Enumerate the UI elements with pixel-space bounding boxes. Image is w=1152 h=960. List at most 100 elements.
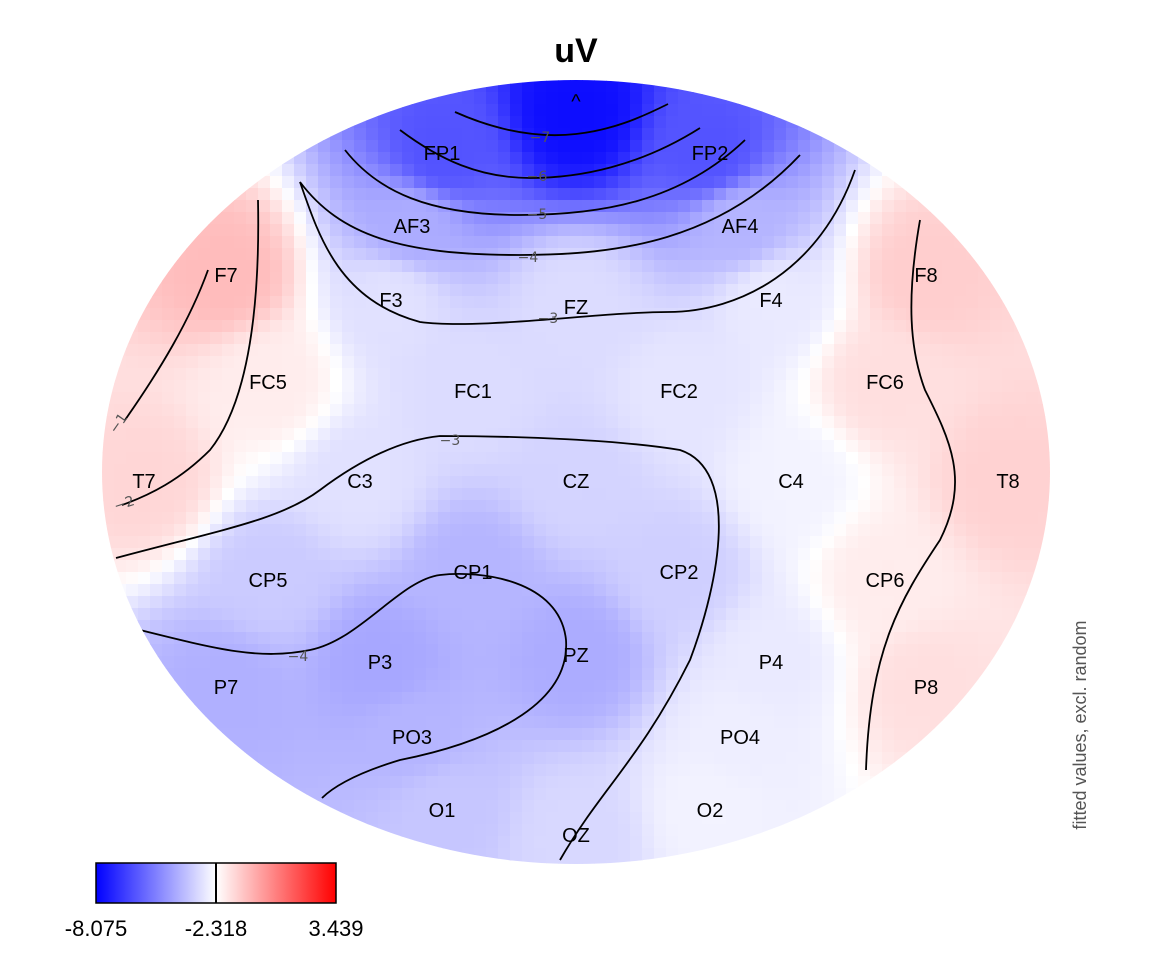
field-cell: [174, 200, 187, 213]
field-cell: [846, 104, 859, 117]
field-cell: [114, 560, 127, 573]
field-cell: [846, 428, 859, 441]
field-cell: [558, 428, 571, 441]
field-cell: [774, 572, 787, 585]
field-cell: [174, 596, 187, 609]
field-cell: [186, 260, 199, 273]
field-cell: [546, 392, 559, 405]
field-cell: [510, 284, 523, 297]
field-cell: [954, 560, 967, 573]
field-cell: [906, 416, 919, 429]
field-cell: [726, 668, 739, 681]
field-cell: [534, 536, 547, 549]
field-cell: [534, 332, 547, 345]
field-cell: [114, 164, 127, 177]
field-cell: [390, 284, 403, 297]
field-cell: [834, 596, 847, 609]
field-cell: [990, 380, 1003, 393]
field-cell: [726, 632, 739, 645]
field-cell: [222, 572, 235, 585]
field-cell: [1002, 548, 1015, 561]
field-cell: [738, 260, 751, 273]
field-cell: [498, 488, 511, 501]
field-cell: [318, 524, 331, 537]
field-cell: [798, 608, 811, 621]
field-cell: [234, 488, 247, 501]
field-cell: [534, 80, 547, 93]
field-cell: [474, 536, 487, 549]
field-cell: [654, 644, 667, 657]
field-cell: [738, 752, 751, 765]
field-cell: [750, 560, 763, 573]
field-cell: [930, 800, 943, 813]
field-cell: [474, 500, 487, 513]
field-cell: [582, 752, 595, 765]
field-cell: [258, 836, 271, 849]
field-cell: [378, 380, 391, 393]
field-cell: [498, 284, 511, 297]
field-cell: [762, 476, 775, 489]
field-cell: [426, 488, 439, 501]
field-cell: [666, 536, 679, 549]
field-cell: [162, 128, 175, 141]
field-cell: [462, 380, 475, 393]
field-cell: [534, 308, 547, 321]
field-cell: [738, 284, 751, 297]
field-cell: [1014, 404, 1027, 417]
field-cell: [114, 764, 127, 777]
field-cell: [906, 824, 919, 837]
field-cell: [930, 152, 943, 165]
field-cell: [798, 308, 811, 321]
field-cell: [462, 824, 475, 837]
field-cell: [114, 296, 127, 309]
field-cell: [750, 440, 763, 453]
field-cell: [234, 416, 247, 429]
field-cell: [786, 128, 799, 141]
field-cell: [822, 476, 835, 489]
field-cell: [762, 788, 775, 801]
field-cell: [102, 728, 115, 741]
field-cell: [378, 812, 391, 825]
field-cell: [426, 764, 439, 777]
field-cell: [918, 476, 931, 489]
field-cell: [378, 764, 391, 777]
field-cell: [570, 380, 583, 393]
field-cell: [690, 740, 703, 753]
field-cell: [738, 356, 751, 369]
field-cell: [174, 236, 187, 249]
field-cell: [294, 296, 307, 309]
field-cell: [246, 788, 259, 801]
field-cell: [594, 740, 607, 753]
field-cell: [786, 392, 799, 405]
field-cell: [402, 488, 415, 501]
field-cell: [138, 788, 151, 801]
field-cell: [414, 104, 427, 117]
field-cell: [762, 632, 775, 645]
field-cell: [990, 272, 1003, 285]
field-cell: [390, 812, 403, 825]
field-cell: [378, 692, 391, 705]
field-cell: [510, 188, 523, 201]
field-cell: [1038, 260, 1050, 273]
field-cell: [858, 344, 871, 357]
field-cell: [1002, 584, 1015, 597]
field-cell: [666, 368, 679, 381]
field-cell: [930, 596, 943, 609]
field-cell: [258, 620, 271, 633]
field-cell: [690, 128, 703, 141]
field-cell: [738, 116, 751, 129]
field-cell: [966, 440, 979, 453]
field-cell: [726, 476, 739, 489]
field-cell: [594, 536, 607, 549]
field-cell: [606, 620, 619, 633]
field-cell: [306, 608, 319, 621]
field-cell: [846, 416, 859, 429]
field-cell: [630, 236, 643, 249]
field-cell: [954, 488, 967, 501]
field-cell: [918, 188, 931, 201]
field-cell: [150, 716, 163, 729]
field-cell: [354, 704, 367, 717]
field-cell: [906, 344, 919, 357]
field-cell: [594, 188, 607, 201]
field-cell: [354, 248, 367, 261]
